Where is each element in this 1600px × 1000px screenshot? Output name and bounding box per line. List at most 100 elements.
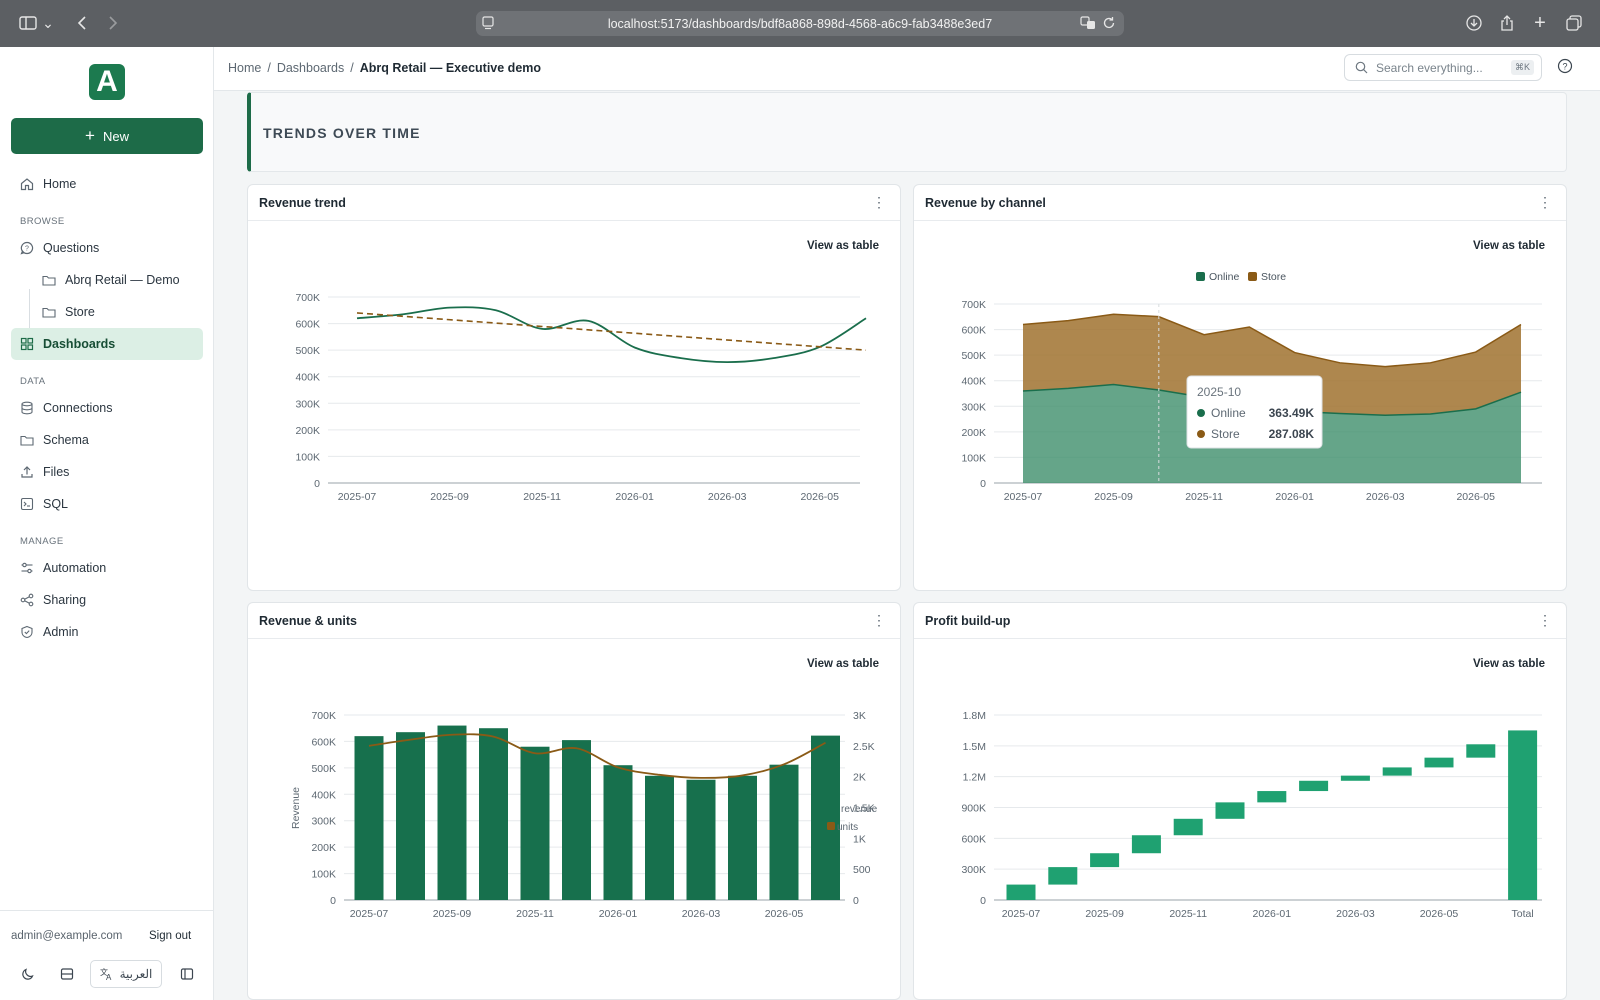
dark-mode-icon[interactable] (16, 960, 40, 988)
legend-label-units: units (837, 822, 858, 833)
forward-icon[interactable] (101, 11, 125, 35)
help-icon[interactable]: ? (1557, 58, 1573, 79)
revenue-trend-chart: 0 100K 200K 300K 400K 500K 600K 700K 2025-07 2025… (295, 292, 867, 503)
folder-icon (42, 275, 56, 286)
card-header: Revenue by channel ⋮ (914, 185, 1566, 221)
x-tick-label: 2026-05 (1420, 908, 1459, 920)
sidebar-item-questions[interactable]: ? Questions (11, 232, 203, 264)
sidebar-item-sql[interactable]: SQL (11, 488, 203, 520)
kebab-menu-icon[interactable]: ⋮ (872, 194, 886, 210)
y-tick-label: 700K (295, 292, 320, 304)
sidebar-item-connections[interactable]: Connections (11, 392, 203, 424)
x-tick-label: 2025-11 (1185, 491, 1223, 503)
new-button[interactable]: + New (11, 118, 203, 154)
breadcrumb-home[interactable]: Home (228, 61, 262, 75)
section-heading: TRENDS OVER TIME (263, 125, 421, 141)
card-header: Revenue & units ⋮ (248, 603, 900, 639)
x-tick-label: 2026-01 (615, 491, 654, 503)
breadcrumb-current: Abrq Retail — Executive demo (359, 61, 542, 75)
view-as-table-button[interactable]: View as table (1472, 240, 1545, 252)
folder-icon (42, 307, 56, 318)
y-tick-label: 300K (961, 864, 986, 876)
collapse-sidebar-icon[interactable] (175, 960, 199, 988)
revenue-bar (769, 764, 799, 900)
address-bar[interactable]: localhost:5173/dashboards/bdf8a868-898d-… (476, 11, 1124, 36)
search-placeholder: Search everything... (1376, 60, 1483, 75)
sidebar-toggle-icon[interactable] (16, 11, 40, 35)
kebab-menu-icon[interactable]: ⋮ (1538, 612, 1552, 628)
y-tick-label: 600K (961, 325, 986, 337)
total-bar (1508, 730, 1538, 900)
tooltip-month: 2025-10 (1197, 385, 1241, 399)
sidebar-item-automation[interactable]: Automation (11, 552, 203, 584)
tabs-overview-icon[interactable] (1562, 11, 1586, 35)
share-nodes-icon (20, 593, 34, 607)
sidebar-item-sharing[interactable]: Sharing (11, 584, 203, 616)
shortcut-badge: ⌘K (1510, 60, 1534, 75)
sidebar: A + New Home BROWSE ? Questions Abrq Ret… (0, 47, 214, 1000)
new-tab-icon[interactable]: + (1534, 11, 1546, 34)
sidebar-item-label: Automation (43, 561, 107, 575)
y-tick-label: 100K (295, 451, 320, 463)
sidebar-item-home[interactable]: Home (11, 168, 203, 200)
sign-out-button[interactable]: Sign out (149, 930, 192, 942)
store-area (1023, 314, 1521, 416)
url-text: localhost:5173/dashboards/bdf8a868-898d-… (607, 16, 993, 31)
terminal-icon (20, 497, 34, 511)
x-tick-label: 2026-05 (800, 491, 839, 503)
svg-text:?: ? (1562, 61, 1567, 71)
back-icon[interactable] (70, 11, 94, 35)
section-label-data: DATA (20, 376, 46, 387)
sidebar-item-folder-store[interactable]: Store (11, 296, 203, 328)
download-icon[interactable] (1462, 11, 1486, 35)
view-as-table-button[interactable]: View as table (806, 240, 879, 252)
sidebar-item-folder-abrq-retail-demo[interactable]: Abrq Retail — Demo (11, 264, 203, 296)
units-line (368, 733, 826, 779)
chevron-down-icon[interactable]: ⌄ (42, 14, 54, 31)
y2-tick-label: 1.5K (853, 803, 875, 815)
sidebar-item-label: Sharing (43, 593, 87, 607)
app-logo[interactable]: A (89, 64, 125, 100)
share-icon[interactable] (1495, 11, 1519, 35)
legend-label-revenue: revenue (841, 804, 878, 815)
y-tick-label: 200K (961, 427, 986, 439)
sidebar-item-admin[interactable]: Admin (11, 616, 203, 648)
waterfall-bar (1006, 884, 1036, 900)
view-as-table-button[interactable]: View as table (806, 658, 879, 670)
revenue-bar (479, 728, 508, 900)
section-heading-card: TRENDS OVER TIME (247, 92, 1567, 172)
x-tick-label: 2026-03 (708, 491, 747, 503)
sidebar-item-label: Connections (43, 401, 113, 415)
x-tick-label: 2025-11 (516, 908, 554, 920)
revenue-bar (645, 775, 674, 900)
tooltip-dot-store (1197, 430, 1205, 438)
kebab-menu-icon[interactable]: ⋮ (872, 612, 886, 628)
revenue-units-chart: 0 100K 200K 300K 400K 500K 600K 700K 2025-07 2025… (290, 710, 878, 920)
search-icon (1355, 61, 1368, 74)
sidebar-item-files[interactable]: Files (11, 456, 203, 488)
sidebar-item-label: Home (43, 177, 77, 191)
translate-icon[interactable] (1080, 16, 1096, 30)
kebab-menu-icon[interactable]: ⋮ (1538, 194, 1552, 210)
x-tick-label: 2025-07 (338, 491, 377, 503)
waterfall-bar (1131, 835, 1161, 854)
y-tick-label: 200K (295, 425, 320, 437)
reload-icon[interactable] (1102, 16, 1116, 30)
y-tick-label: 500K (295, 345, 320, 357)
breadcrumb: Home / Dashboards / Abrq Retail — Execut… (228, 61, 541, 75)
revenue-bar (686, 779, 716, 900)
layout-icon[interactable] (55, 960, 79, 988)
sidebar-item-dashboards[interactable]: Dashboards (11, 328, 203, 360)
search-input[interactable]: Search everything... ⌘K (1344, 54, 1542, 81)
card-title: Profit build-up (925, 614, 1011, 628)
sidebar-item-schema[interactable]: Schema (11, 424, 203, 456)
breadcrumb-dashboards[interactable]: Dashboards (276, 61, 345, 75)
x-tick-label: 2025-09 (433, 908, 472, 920)
y-tick-label: 400K (311, 789, 336, 801)
legend-label-store: Store (1261, 271, 1286, 283)
view-as-table-button[interactable]: View as table (1472, 658, 1545, 670)
dashboard-grid-icon (20, 337, 34, 351)
waterfall-bar (1173, 818, 1203, 836)
trend-line (356, 312, 867, 351)
